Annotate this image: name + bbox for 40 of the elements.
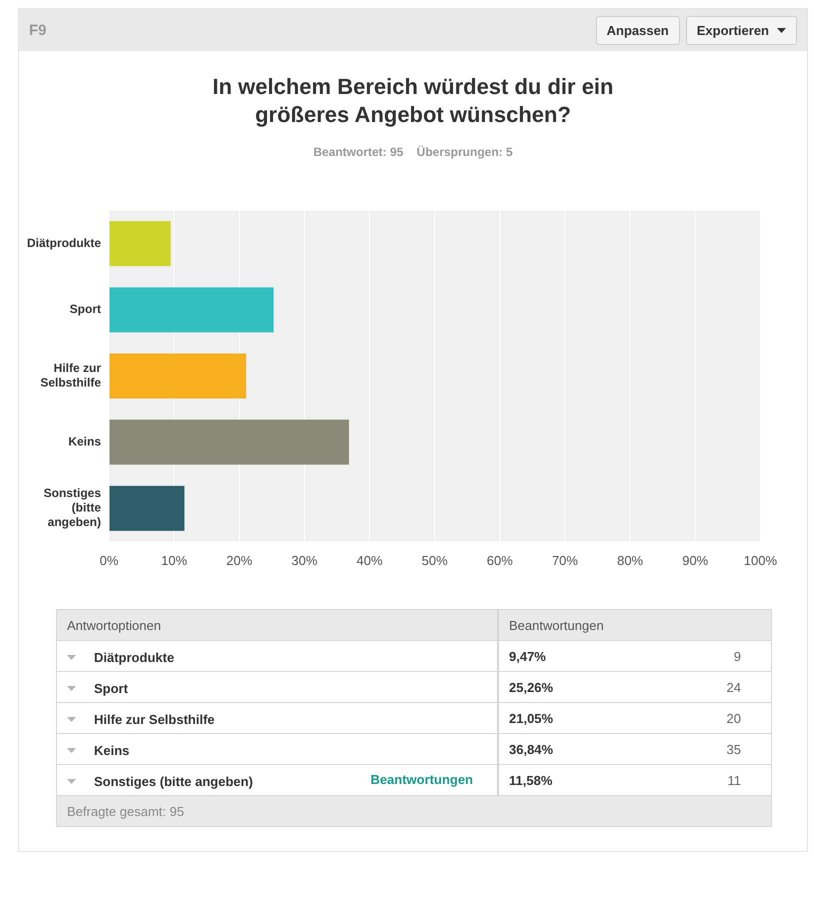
x-tick-label: 60% (486, 552, 514, 568)
text: 21,05% (498, 702, 646, 734)
x-tick-label: 90% (682, 552, 709, 568)
text: 11,58% (498, 764, 646, 796)
text: Antwortoptionen (56, 610, 498, 640)
y-tick-label: Keins (68, 434, 102, 448)
text: Beantwortungen (370, 772, 473, 786)
text: Exportieren (686, 16, 797, 44)
x-tick-label: 20% (226, 552, 253, 568)
text: Anpassen (596, 16, 680, 44)
x-tick-label: 40% (356, 552, 383, 568)
category-label: Diätprodukte (94, 650, 174, 664)
chart-title: In welchem Bereich würdest du dir ein größeres Angebot wünschen? (212, 73, 614, 129)
text: 9 (646, 640, 772, 672)
text: 35 (646, 734, 772, 764)
x-tick-label: 70% (552, 552, 578, 568)
text: Befragte gesamt: 95 (56, 796, 772, 826)
category-label: Hilfe zur Selbsthilfe (94, 712, 215, 726)
category-label: Keins (94, 742, 130, 758)
text: 36,84% (498, 734, 646, 764)
y-tick-label: Hilfe zur Selbsthilfe (40, 361, 102, 390)
text: Beantwortungen (498, 610, 772, 640)
text: 9,47% (498, 640, 646, 672)
x-tick-label: 50% (422, 552, 448, 568)
text: 11 (646, 764, 772, 796)
category-label: Sport (94, 680, 128, 696)
text: 25,26% (498, 672, 646, 702)
category-label: Sonstiges (bitte angeben) (94, 774, 253, 788)
y-tick-label: Sport (70, 302, 102, 316)
text: 20 (646, 702, 772, 734)
x-tick-label: 0% (100, 552, 119, 568)
x-tick-label: 80% (617, 552, 644, 568)
y-tick-label: Diätprodukte (26, 236, 102, 250)
text: F9 (29, 22, 47, 38)
chart-subtitle: Beantwortet: 95 Übersprungen: 5 (312, 145, 514, 159)
x-tick-label: 100% (744, 552, 778, 568)
x-tick-label: 10% (161, 552, 188, 568)
text: 24 (646, 672, 772, 702)
y-tick-label: Sonstiges (bitte angeben) (44, 486, 102, 530)
x-tick-label: 30% (291, 552, 318, 568)
